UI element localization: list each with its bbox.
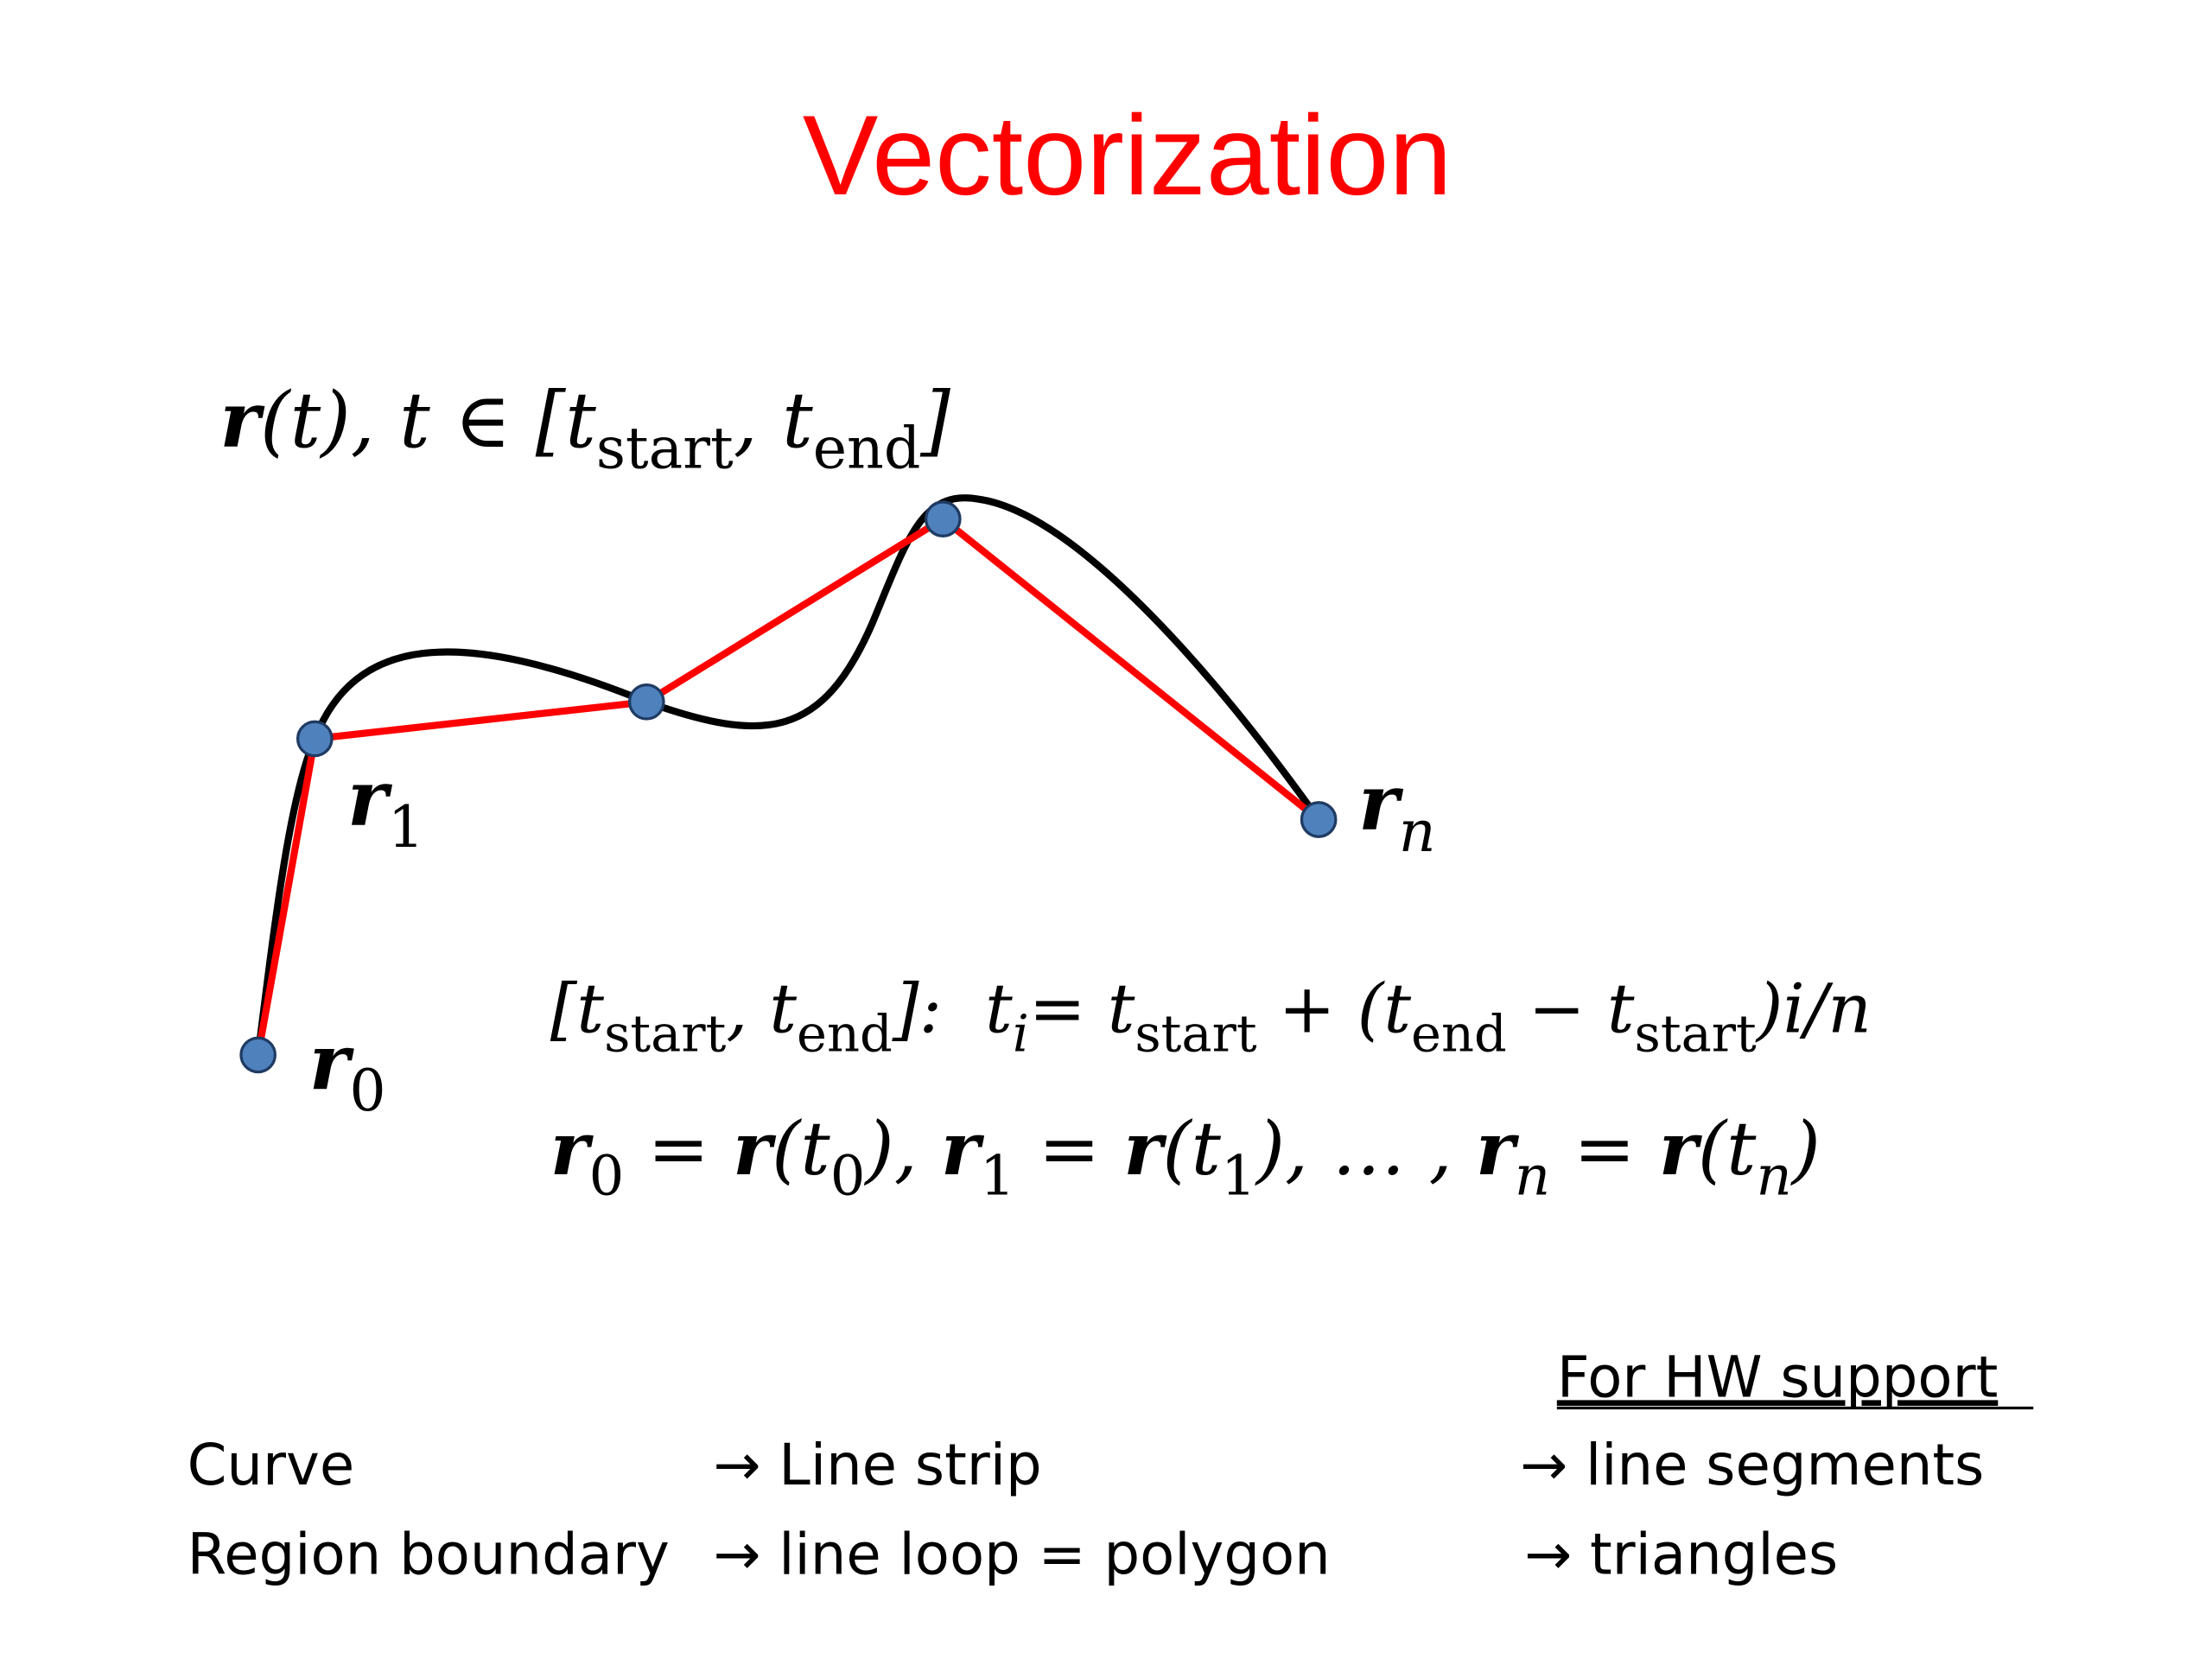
math-text: r: [733, 1106, 777, 1192]
math-text: )i/n: [1755, 969, 1872, 1049]
math-text: , t: [734, 376, 813, 465]
subscript: start: [1635, 1004, 1757, 1064]
subscript: n: [1515, 1145, 1550, 1209]
subscript: start: [604, 1004, 726, 1064]
math-text: =: [1550, 1107, 1659, 1192]
math-text: ), … ,: [1255, 1107, 1476, 1192]
subscript: 0: [349, 1057, 385, 1124]
math-text: + (t: [1257, 969, 1412, 1049]
title: Vectorization: [803, 92, 1452, 219]
math-text: [t: [550, 969, 605, 1049]
point: [627, 683, 665, 721]
curve-formula: r(t), t ∈ [tstart, tend]: [219, 375, 950, 482]
math-text: ),: [863, 1107, 941, 1192]
subscript: i: [1013, 1004, 1029, 1064]
table-cell: Region boundary: [188, 1522, 670, 1588]
table-cell: → Line strip: [713, 1433, 1041, 1498]
table-header: For HW support: [1557, 1344, 1998, 1410]
equation: [tstart, tend]: ti= tstart + (tend − tst…: [550, 969, 1872, 1064]
math-text: =: [624, 1107, 733, 1192]
table-cell: → line segments: [1520, 1433, 1984, 1498]
subscript: start: [596, 415, 734, 482]
table-cell: Curve: [188, 1433, 355, 1498]
math-text: =: [1015, 1107, 1124, 1192]
point-label: r0: [309, 1017, 386, 1124]
point: [924, 500, 962, 537]
math-text: r: [550, 1106, 594, 1192]
point: [296, 720, 334, 758]
subscript: n: [1399, 798, 1436, 865]
subscript: 0: [830, 1145, 866, 1209]
table-cell: → line loop = polygon: [713, 1522, 1330, 1588]
math-text: r: [1358, 758, 1404, 848]
math-text: , t: [726, 969, 797, 1049]
math-text: ]: t: [892, 969, 1013, 1049]
math-text: r: [1659, 1106, 1703, 1192]
math-text: (t: [1698, 1107, 1757, 1192]
math-text: − t: [1507, 969, 1635, 1049]
point: [1300, 801, 1338, 838]
subscript: 1: [388, 793, 424, 861]
sample-points: [239, 500, 1338, 1074]
math-text: r: [1476, 1106, 1520, 1192]
subscript: 1: [1221, 1145, 1256, 1209]
curve: [254, 494, 1322, 1056]
subscript: start: [1135, 1004, 1256, 1064]
math-text: (t: [772, 1107, 830, 1192]
point-label: r1: [347, 753, 424, 861]
subscript: end: [797, 1004, 893, 1064]
math-text: (t: [1162, 1107, 1221, 1192]
subscript: 0: [589, 1145, 625, 1209]
subscript: 1: [980, 1145, 1015, 1209]
math-text: ]: [919, 376, 950, 465]
math-text: r: [309, 1017, 355, 1107]
math-text: r: [347, 753, 393, 843]
subscript: n: [1756, 1145, 1791, 1209]
math-text: = t: [1029, 969, 1135, 1049]
math-text: r: [1123, 1106, 1167, 1192]
math-text: (t), t ∈ [t: [260, 376, 596, 465]
table-cell: → triangles: [1524, 1522, 1838, 1588]
math-text: r: [219, 375, 265, 465]
equation: r0 = r(t0), r1 = r(t1), … , rn = r(tn): [550, 1106, 1821, 1209]
math-text: ): [1790, 1107, 1821, 1192]
point-label: rn: [1358, 758, 1436, 865]
point: [239, 1036, 276, 1074]
subscript: end: [1411, 1004, 1507, 1064]
math-text: r: [941, 1106, 985, 1192]
subscript: end: [813, 415, 921, 482]
